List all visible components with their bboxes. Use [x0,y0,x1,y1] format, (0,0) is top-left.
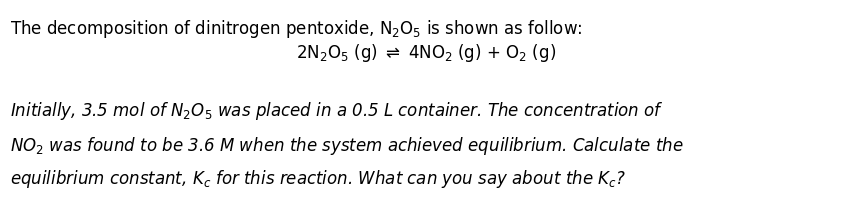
Text: 2N$_2$O$_5$ (g) $\rightleftharpoons$ 4NO$_2$ (g) + O$_2$ (g): 2N$_2$O$_5$ (g) $\rightleftharpoons$ 4NO… [296,42,556,64]
Text: NO$_2$ was found to be 3.6 M when the system achieved equilibrium. Calculate the: NO$_2$ was found to be 3.6 M when the sy… [10,135,683,157]
Text: Initially, 3.5 mol of N$_2$O$_5$ was placed in a 0.5 L container. The concentrat: Initially, 3.5 mol of N$_2$O$_5$ was pla… [10,100,664,122]
Text: The decomposition of dinitrogen pentoxide, N$_2$O$_5$ is shown as follow:: The decomposition of dinitrogen pentoxid… [10,18,583,40]
Text: equilibrium constant, K$_c$ for this reaction. What can you say about the K$_c$?: equilibrium constant, K$_c$ for this rea… [10,168,626,190]
